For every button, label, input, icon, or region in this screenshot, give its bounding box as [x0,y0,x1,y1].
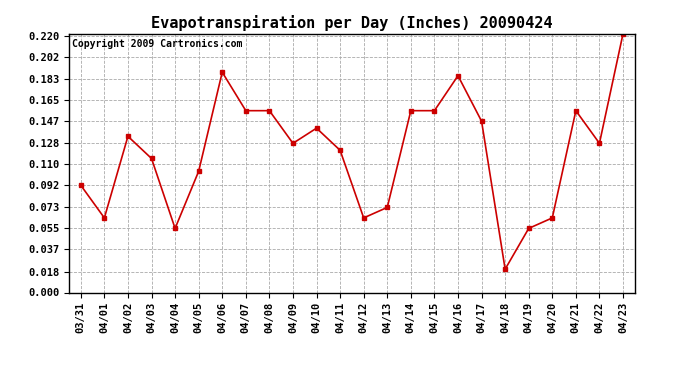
Text: Copyright 2009 Cartronics.com: Copyright 2009 Cartronics.com [72,39,242,49]
Title: Evapotranspiration per Day (Inches) 20090424: Evapotranspiration per Day (Inches) 2009… [151,15,553,31]
